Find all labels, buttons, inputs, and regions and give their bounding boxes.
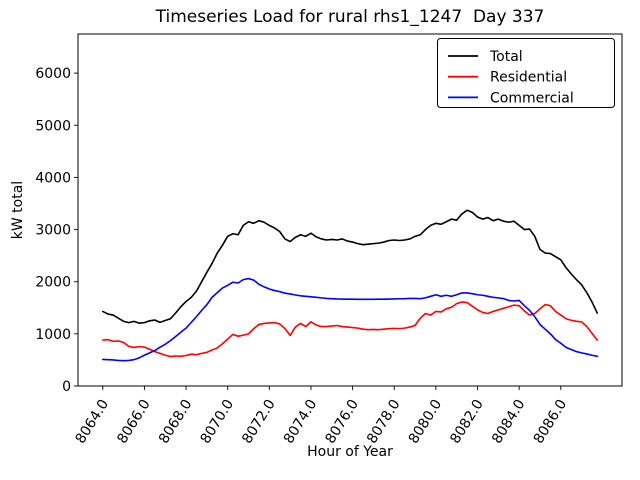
y-tick-label: 4000 [35,170,71,186]
x-tick-label: 8064.0 [73,397,113,447]
y-tick-label: 6000 [35,66,71,82]
legend-label: Commercial [490,90,574,106]
y-tick-label: 0 [62,379,71,395]
x-tick-label: 8080.0 [406,397,446,447]
x-tick-label: 8086.0 [531,397,571,447]
series-line-residential [101,301,599,358]
legend-entry: Residential [448,70,567,86]
x-tick-label: 8076.0 [322,397,362,447]
x-tick-label: 8068.0 [156,397,196,447]
x-tick-label: 8084.0 [489,397,529,447]
series-line-total [101,209,599,324]
chart-title: Timeseries Load for rural rhs1_1247 Day … [155,7,545,27]
y-tick-label: 1000 [35,327,71,343]
x-tick-label: 8082.0 [447,397,487,447]
y-tick-label: 3000 [35,223,71,239]
series-line-commercial [101,277,599,362]
x-axis-label: Hour of Year [307,444,393,460]
x-tick-label: 8070.0 [198,397,238,447]
legend-label: Total [489,49,523,65]
x-tick-label: 8078.0 [364,397,404,447]
plot-border [77,33,623,387]
legend-entry: Commercial [448,90,574,106]
y-axis-label: kW total [10,180,26,240]
y-tick-label: 2000 [35,275,71,291]
x-tick-label: 8074.0 [281,397,321,447]
legend-label: Residential [490,70,567,86]
legend: Total Residential Commercial [437,38,615,108]
x-tick-label: 8072.0 [239,397,279,447]
legend-entry: Total [448,49,523,65]
legend-box [437,38,615,108]
x-tick-label: 8066.0 [114,397,154,447]
y-tick-label: 5000 [35,118,71,134]
